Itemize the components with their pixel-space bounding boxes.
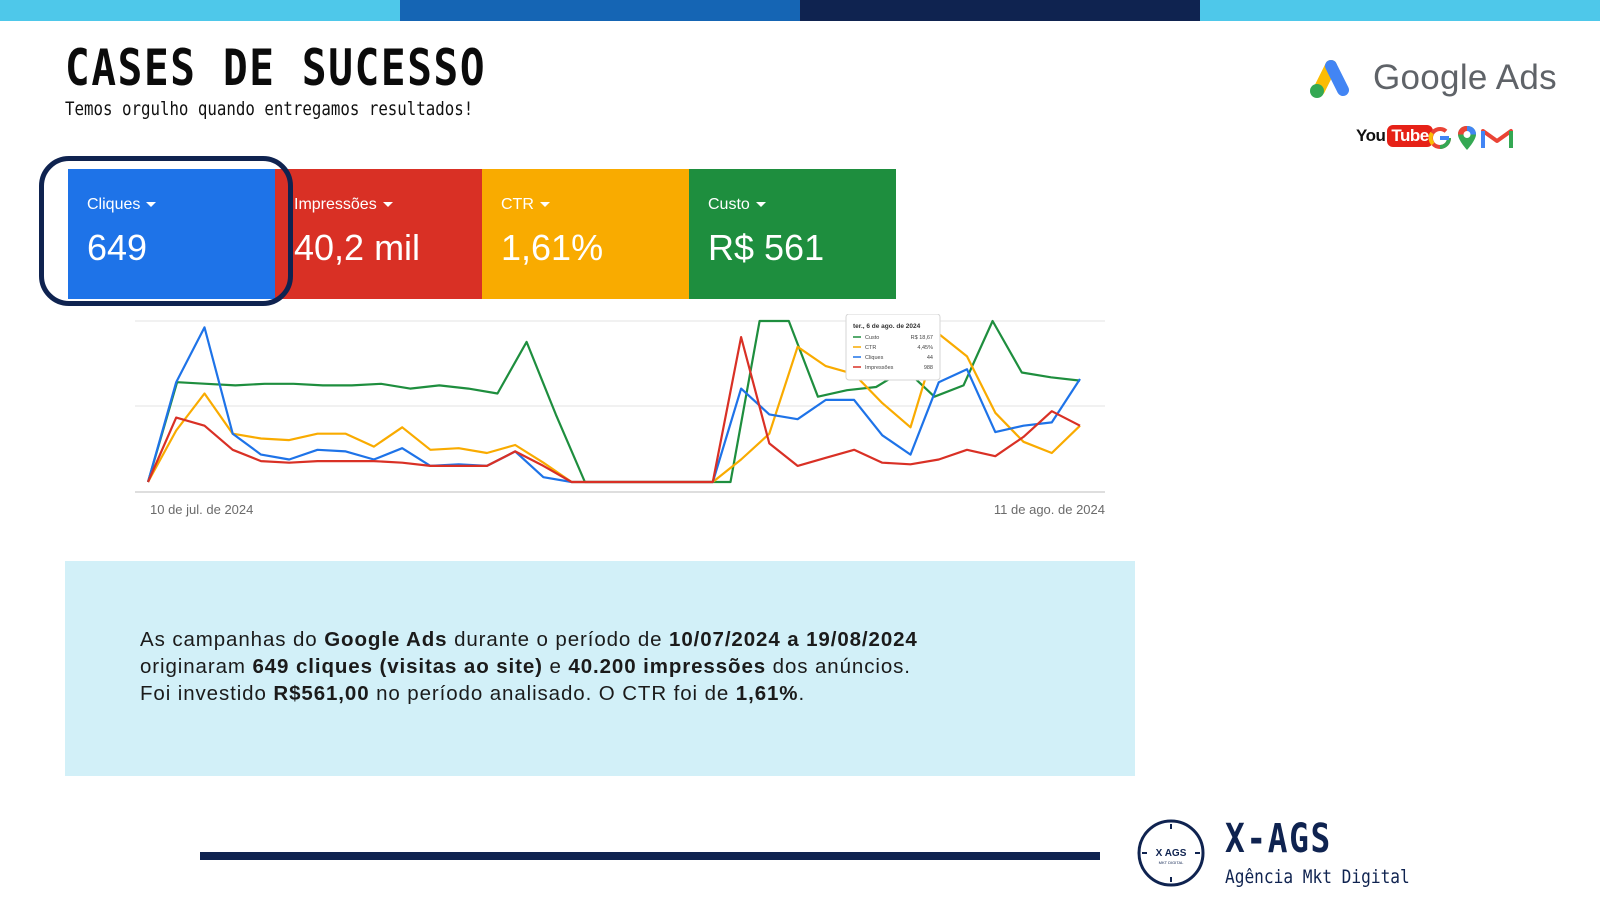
x-axis-end-label: 11 de ago. de 2024	[994, 502, 1105, 517]
summary-highlight: 1,61%	[735, 682, 799, 705]
metric-card-cliques[interactable]: Cliques 649	[68, 169, 275, 299]
summary-text: As campanhas do Google Ads durante o per…	[140, 626, 918, 707]
tooltip-box	[845, 314, 941, 381]
caret-down-icon	[382, 202, 393, 208]
google-ads-logo-icon	[1310, 60, 1349, 98]
tooltip-row-label: Cliques	[865, 355, 884, 361]
series-line-4	[146, 336, 1081, 484]
page-title: CASES DE SUCESSO	[65, 39, 487, 97]
summary-text-part: e	[542, 655, 569, 678]
metric-value: R$ 561	[708, 227, 825, 268]
summary-highlight: R$561,00	[273, 682, 370, 705]
summary-box: As campanhas do Google Ads durante o per…	[65, 561, 1135, 776]
logo-mark-text: X AGS	[1156, 848, 1187, 859]
page-subtitle: Temos orgulho quando entregamos resultad…	[65, 98, 474, 120]
summary-text-part: no período analisado. O CTR foi de	[369, 682, 736, 705]
metric-value: 649	[87, 227, 148, 268]
metric-value: 1,61%	[501, 227, 604, 268]
summary-text-part: Foi investido	[140, 682, 274, 705]
metric-label-wrap[interactable]: Cliques	[87, 196, 157, 214]
top-bar-segment-4	[1200, 0, 1600, 21]
caret-down-icon	[146, 202, 157, 208]
tooltip-row-value: R$ 18,67	[911, 335, 933, 341]
top-bar-segment-1	[0, 0, 400, 21]
caret-down-icon	[755, 202, 766, 208]
google-maps-pin-icon	[1458, 126, 1476, 150]
top-bar-segment-3	[800, 0, 1200, 21]
summary-text-part: .	[798, 682, 806, 705]
summary-highlight: 40.200 impressões	[568, 655, 767, 678]
youtube-logo: You Tube	[1356, 125, 1433, 147]
metric-card-impressoes[interactable]: Impressões 40,2 mil	[275, 169, 482, 299]
highlight-frame	[39, 156, 293, 306]
metric-label: CTR	[501, 196, 534, 213]
footer-divider	[200, 852, 1100, 860]
metric-value: 40,2 mil	[294, 227, 421, 268]
google-ads-wordmark: Google Ads	[1373, 58, 1557, 97]
metric-label: Cliques	[87, 196, 141, 213]
metric-label-wrap[interactable]: Impressões	[294, 196, 393, 214]
metric-label: Impressões	[294, 196, 377, 213]
tooltip-row-label: CTR	[865, 345, 876, 351]
x-axis-start-label: 10 de jul. de 2024	[150, 502, 253, 517]
chart-series-group	[146, 319, 1081, 484]
metrics-row: Cliques 649 Impressões 40,2 mil CTR 1,61…	[68, 169, 896, 299]
summary-text-part: durante o período de	[447, 628, 670, 651]
summary-text-part: originaram	[140, 655, 253, 678]
brand-tagline: Agência Mkt Digital	[1225, 866, 1410, 888]
summary-highlight: Google Ads	[324, 628, 448, 651]
metric-card-custo[interactable]: Custo R$ 561	[689, 169, 896, 299]
youtube-you-text: You	[1356, 126, 1386, 145]
tooltip-row-label: Custo	[865, 335, 879, 341]
summary-highlight: 10/07/2024 a 19/08/2024	[669, 628, 918, 651]
caret-down-icon	[539, 202, 550, 208]
google-g-icon	[1428, 127, 1451, 149]
tooltip-rows: Custo R$ 18,67 CTR 4,45% Cliques 44 Impressões…	[853, 335, 933, 371]
metric-label: Custo	[708, 196, 750, 213]
chart-tooltip: ter., 6 de ago. de 2024 Custo R$ 18,67 CTR…	[845, 314, 941, 381]
gmail-icon	[1481, 129, 1513, 148]
tooltip-row-value: 44	[927, 355, 933, 361]
tooltip-row-value: 988	[924, 365, 933, 371]
youtube-tube-text: Tube	[1387, 125, 1433, 147]
google-apps-icons	[1427, 125, 1513, 151]
x-ags-clock-logo-icon: X AGS MKT DIGITAL	[1137, 819, 1205, 887]
summary-text-part: As campanhas do	[140, 628, 325, 651]
performance-line-chart: 10 de jul. de 2024 11 de ago. de 2024 te…	[135, 314, 1105, 517]
top-bar-segment-2	[400, 0, 800, 21]
summary-text-part: dos anúncios.	[766, 655, 911, 678]
metric-card-ctr[interactable]: CTR 1,61%	[482, 169, 689, 299]
metric-label-wrap[interactable]: CTR	[501, 196, 550, 214]
metric-label-wrap[interactable]: Custo	[708, 196, 766, 214]
tooltip-row-value: 4,45%	[917, 345, 933, 351]
brand-name: X-AGS	[1225, 816, 1332, 862]
logo-mark-subtext: MKT DIGITAL	[1159, 860, 1185, 865]
tooltip-row-label: Impressões	[865, 365, 894, 371]
tooltip-date: ter., 6 de ago. de 2024	[853, 323, 921, 330]
summary-highlight: 649 cliques (visitas ao site)	[252, 655, 543, 678]
